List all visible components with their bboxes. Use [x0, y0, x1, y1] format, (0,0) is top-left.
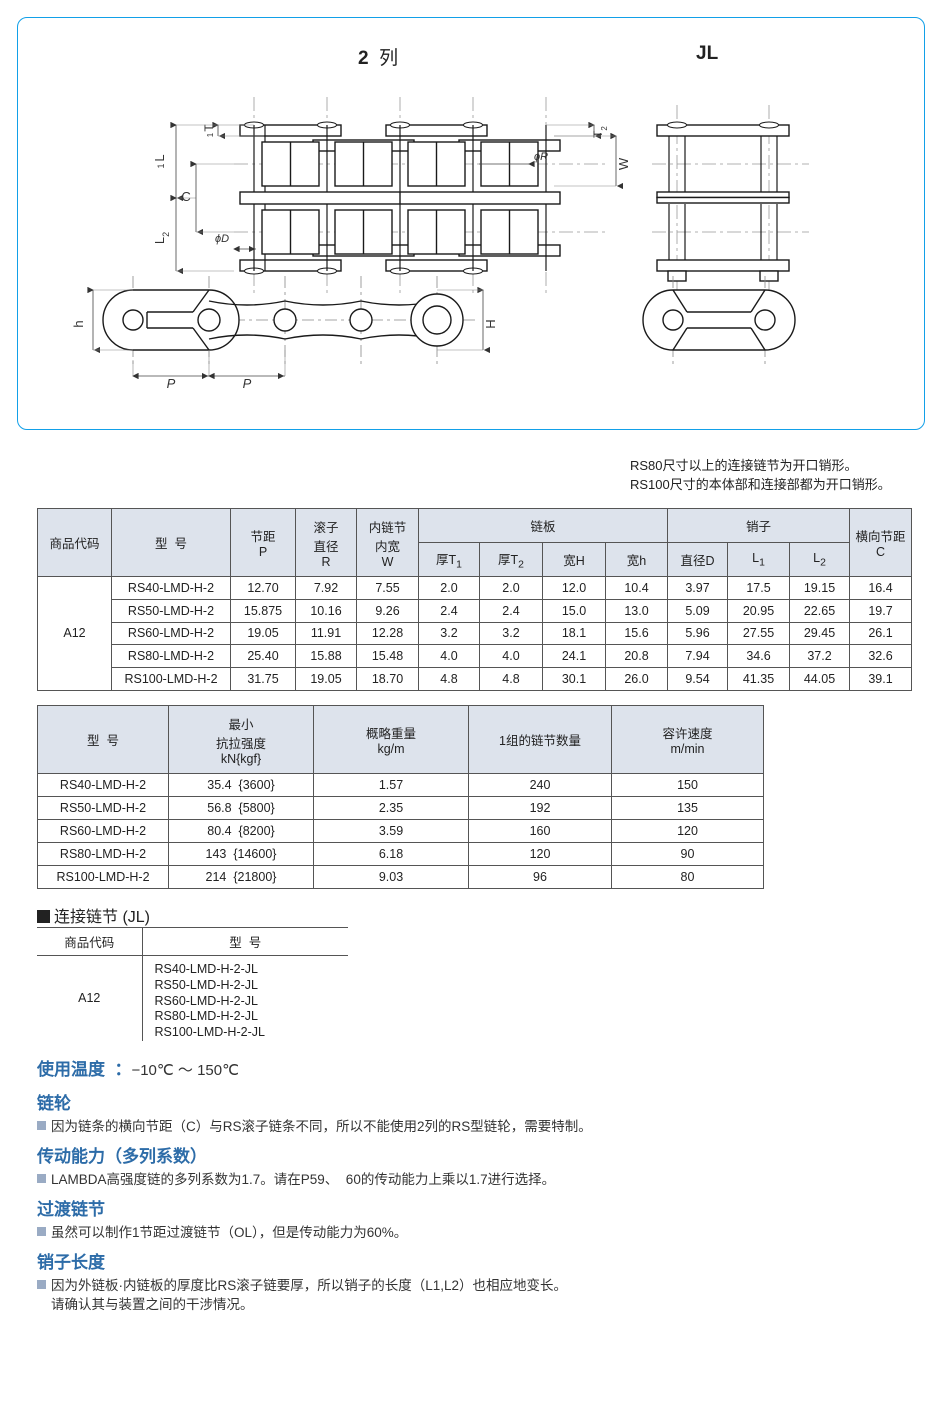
svg-text:P: P	[167, 376, 176, 391]
svg-text:1: 1	[156, 163, 166, 168]
svg-text:L: L	[152, 154, 167, 161]
svg-text:W: W	[616, 157, 631, 170]
svg-text:1: 1	[206, 132, 215, 137]
svg-text:ϕR: ϕR	[534, 151, 548, 163]
svg-text:h: h	[71, 320, 86, 327]
svg-text:ϕD: ϕD	[215, 233, 229, 245]
svg-text:L2: L2	[152, 232, 171, 244]
svg-text:C: C	[181, 189, 190, 204]
svg-text:P: P	[243, 376, 252, 391]
svg-text:H: H	[483, 319, 498, 328]
